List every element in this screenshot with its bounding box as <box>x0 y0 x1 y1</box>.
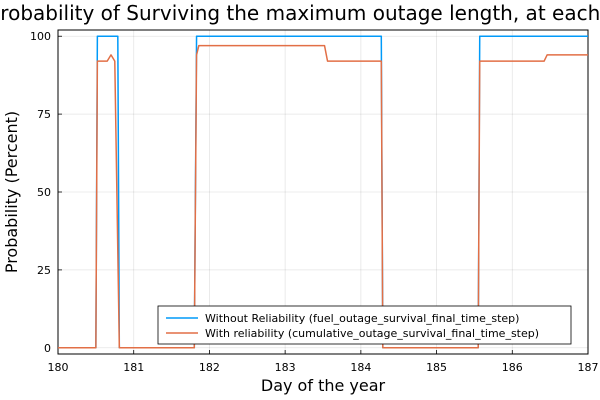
x-tick-label: 187 <box>578 361 599 374</box>
y-tick-label: 100 <box>30 30 51 43</box>
legend-entry-series-0: Without Reliability (fuel_outage_surviva… <box>205 312 519 325</box>
y-tick-label: 25 <box>37 264 51 277</box>
chart-title: Probability of Surviving the maximum out… <box>0 1 600 25</box>
y-axis-label: Probability (Percent) <box>2 111 21 273</box>
y-tick-label: 75 <box>37 108 51 121</box>
grid <box>57 30 589 354</box>
y-tick-label: 50 <box>37 186 51 199</box>
series-line-1 <box>58 44 588 349</box>
legend-box <box>157 305 572 345</box>
legend: Without Reliability (fuel_outage_surviva… <box>157 305 572 345</box>
x-tick-label: 181 <box>123 361 144 374</box>
x-axis-label: Day of the year <box>261 376 386 395</box>
y-tick-label: 0 <box>44 342 51 355</box>
x-tick-label: 185 <box>426 361 447 374</box>
x-tick-label: 186 <box>502 361 523 374</box>
axis-ticks: 180 181 182 183 184 185 186 187 0 25 50 75 100 <box>30 30 599 374</box>
legend-entry-series-1: With reliability (cumulative_outage_surv… <box>205 327 539 340</box>
x-tick-label: 180 <box>48 361 69 374</box>
series-layer <box>58 35 588 349</box>
x-tick-label: 182 <box>199 361 220 374</box>
x-tick-label: 183 <box>275 361 296 374</box>
x-tick-label: 184 <box>350 361 371 374</box>
